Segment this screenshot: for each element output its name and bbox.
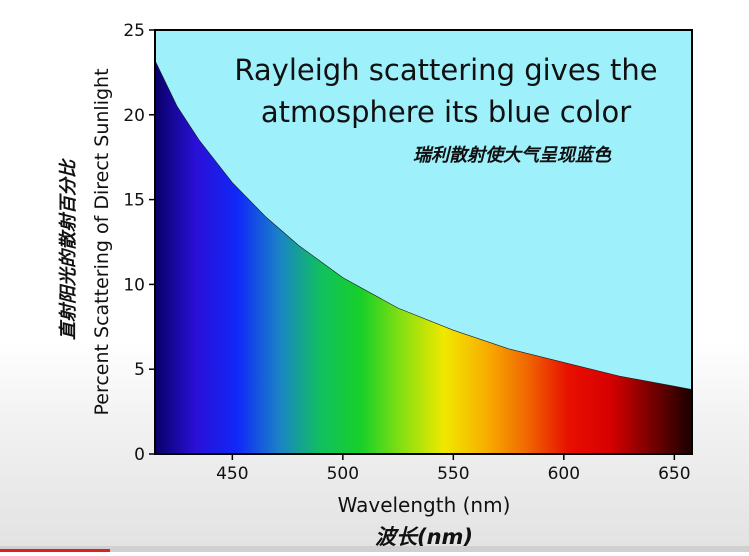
x-tick-label: 550: [437, 464, 469, 484]
y-tick-label: 10: [123, 275, 145, 295]
x-axis-label-cn: 波长(nm): [375, 525, 473, 549]
chart-title-line1: Rayleigh scattering gives the: [234, 53, 657, 87]
y-tick-label: 15: [123, 191, 145, 211]
chart-title-line2: atmosphere its blue color: [261, 95, 631, 129]
x-tick-label: 650: [658, 464, 690, 484]
y-tick-label: 20: [123, 106, 145, 126]
y-axis-label-cn: 直射阳光的散射百分比: [58, 158, 79, 340]
chart-subtitle-cn: 瑞利散射使大气呈现蓝色: [413, 145, 612, 166]
x-axis-label: Wavelength (nm): [338, 493, 511, 517]
x-tick-label: 450: [216, 464, 248, 484]
x-tick-label: 600: [548, 464, 580, 484]
y-axis-label: Percent Scattering of Direct Sunlight: [91, 68, 113, 415]
scattering-curve: [154, 60, 693, 390]
video-progress-strip: [0, 546, 749, 552]
video-progress-fill: [0, 549, 110, 552]
x-tick-label: 500: [327, 464, 359, 484]
spectrum-area: [155, 60, 692, 454]
y-tick-label: 5: [134, 360, 145, 380]
y-tick-label: 0: [134, 445, 145, 465]
plot-frame: [154, 29, 693, 455]
y-tick-label: 25: [123, 21, 145, 41]
x-axis-ticks: 450 500 550 600 650: [216, 454, 691, 484]
y-axis-ticks: 0 5 10 15 20 25: [123, 21, 155, 465]
